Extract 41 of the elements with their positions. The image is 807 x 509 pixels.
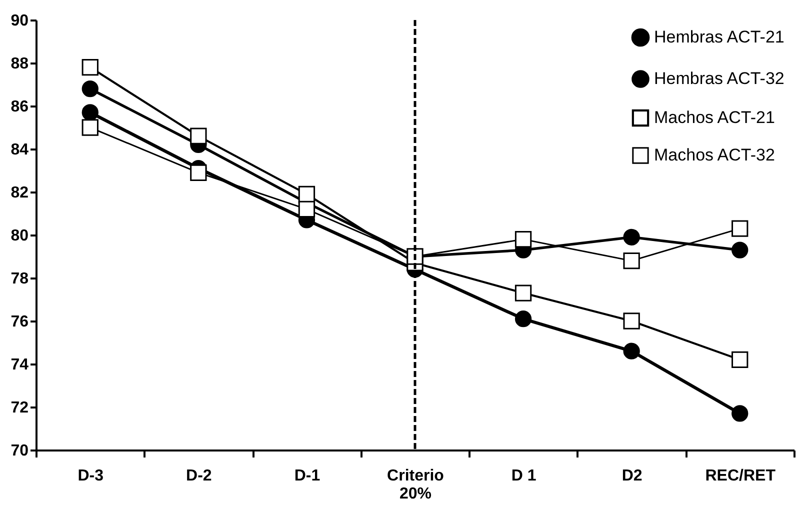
- point: [298, 186, 316, 202]
- point: [623, 252, 640, 270]
- x-tick-label: D-1: [294, 468, 320, 484]
- point: [82, 80, 98, 98]
- y-tick-label: 76: [10, 314, 29, 330]
- point: [732, 220, 748, 237]
- x-tick-label: D-2: [186, 468, 212, 484]
- point: [732, 242, 748, 258]
- point: [623, 342, 640, 360]
- x-tick-label: Criterio 20%: [387, 468, 444, 502]
- legend-label: Hembras ACT-32: [654, 69, 784, 88]
- y-tick-label: 82: [10, 184, 29, 202]
- point: [82, 104, 98, 121]
- point: [623, 228, 640, 246]
- point: [190, 164, 207, 181]
- x-tick-label: D2: [622, 468, 642, 484]
- point: [514, 284, 532, 302]
- x-tick-label: REC/RET: [705, 468, 776, 484]
- y-tick-label: 88: [10, 56, 29, 72]
- x-tick-label: D 1: [511, 468, 536, 484]
- point: [514, 230, 532, 248]
- point: [82, 119, 98, 136]
- legend-label: Machos ACT-32: [654, 146, 775, 164]
- point: [514, 310, 532, 328]
- legend-label: Hembras ACT-21: [654, 28, 784, 46]
- point: [732, 351, 748, 368]
- point: [732, 405, 748, 422]
- y-tick-label: 84: [10, 142, 29, 158]
- point: [623, 312, 640, 330]
- y-tick-label: 80: [10, 228, 29, 244]
- y-tick-label: 90: [10, 12, 29, 30]
- point: [190, 128, 207, 144]
- point: [298, 200, 316, 218]
- y-tick-label: 74: [10, 356, 29, 374]
- legend-label: Machos ACT-21: [654, 108, 775, 127]
- y-tick-label: 78: [10, 270, 29, 288]
- point: [82, 58, 98, 76]
- y-tick-label: 72: [10, 400, 29, 416]
- x-tick-label: D-3: [78, 468, 104, 484]
- y-tick-label: 86: [10, 98, 29, 116]
- y-tick-label: 70: [10, 442, 29, 460]
